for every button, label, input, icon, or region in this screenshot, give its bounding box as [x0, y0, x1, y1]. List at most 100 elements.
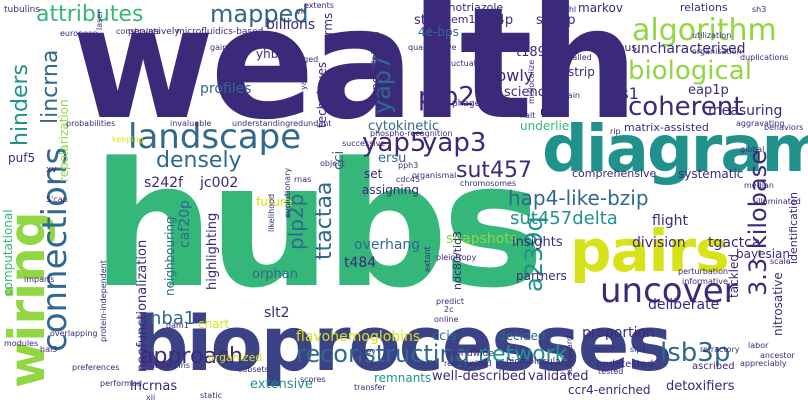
- word-tubulins: tubulins: [4, 5, 41, 15]
- word-aminotriazole: aminotriazole: [428, 1, 504, 14]
- word-pph3: pph3: [398, 161, 419, 170]
- word-repolarization: repolarization: [57, 99, 71, 182]
- word-pervasively: pervasively: [128, 27, 180, 37]
- word-nba1: nba1: [150, 308, 196, 329]
- word-scale: scale: [770, 257, 791, 266]
- word-5-cap: 5'cap: [46, 195, 68, 204]
- word-object: object: [320, 159, 345, 168]
- word-tagged: tagged: [290, 55, 319, 64]
- word-biological: biological: [628, 56, 752, 86]
- word-ascribed: ascribed: [692, 361, 735, 372]
- word-safeguard: safeguard: [565, 335, 574, 376]
- word-microfluidics-based: microfluidics-based: [176, 27, 264, 37]
- word-organismal: organismal: [412, 171, 457, 180]
- word-hinders: hinders: [8, 63, 33, 146]
- word-organized: organized: [208, 351, 263, 364]
- word-numerous: numerous: [582, 41, 638, 54]
- word-systematic: systematic: [678, 167, 744, 181]
- word-crms: crms: [321, 12, 335, 42]
- word-called: called: [568, 53, 592, 62]
- word-s242f: s242f: [144, 175, 183, 191]
- word-coherent: coherent: [628, 92, 744, 122]
- word-xi: xi: [472, 345, 479, 354]
- word-dam1: dam1: [166, 321, 189, 330]
- word-keeping: keeping: [112, 135, 144, 144]
- word-informative: informative: [682, 277, 728, 286]
- word-fluctuate: fluctuate: [446, 59, 482, 68]
- word-static: static: [200, 391, 222, 400]
- word-biomolecular: biomolecular: [506, 357, 565, 367]
- word-gained: gained: [210, 43, 238, 52]
- word-utilization: utilization: [692, 31, 732, 40]
- word-remnants: remnants: [374, 371, 432, 385]
- word-approach: approach: [140, 344, 243, 369]
- word-slt2: slt2: [264, 305, 290, 321]
- word-worldwide: worldwide: [448, 349, 494, 359]
- word-tgactca: tgactca: [708, 235, 761, 251]
- word-plp2: plp2: [418, 82, 475, 112]
- word-attributes: attributes: [36, 2, 144, 27]
- word-stfs: stfs: [414, 13, 438, 28]
- word-ttactaa: ttactaa: [312, 181, 337, 260]
- word-redundant: redundant: [290, 119, 332, 128]
- word-performed: performed: [100, 379, 142, 388]
- word-online: online: [434, 315, 459, 324]
- word-algorithm: algorithm: [632, 13, 777, 48]
- word-scores: scores: [300, 375, 326, 384]
- word-eap1p: eap1p: [688, 83, 729, 98]
- word-appreciably: appreciably: [740, 359, 787, 368]
- word-yhb1: yhb1: [256, 47, 286, 61]
- word-halt: halt: [520, 111, 536, 120]
- word-subsets: subsets: [238, 365, 269, 374]
- word-flavohemoglobins: flavohemoglobins: [296, 329, 421, 345]
- word-reorganized: reorganized: [444, 359, 492, 368]
- word-detoxifiers: detoxifiers: [666, 379, 735, 394]
- word-successive: successive: [342, 139, 386, 148]
- word-ccr4-enriched: ccr4-enriched: [568, 383, 651, 397]
- word-global: global: [740, 145, 765, 154]
- word-mislocalize: mislocalize: [527, 59, 536, 104]
- word-gis: gis: [250, 65, 266, 78]
- word-hap4-like-bzip: hap4-like-bzip: [508, 186, 649, 210]
- word-strip: strip: [568, 65, 595, 79]
- word-sip1: sip1: [630, 345, 647, 354]
- word-chart: chart: [198, 317, 230, 331]
- word-refractory: refractory: [700, 345, 740, 354]
- word-computational: computational: [1, 209, 15, 296]
- word-rip: rip: [610, 127, 621, 136]
- word-lowly: lowly: [492, 66, 534, 85]
- word-bem1: bem1: [444, 13, 476, 26]
- word-validated: validated: [528, 369, 589, 384]
- word-illuminated: illuminated: [756, 197, 801, 206]
- word-likelihood: likelihood: [267, 193, 276, 232]
- word-bioprocesses: bioprocesses: [134, 299, 673, 388]
- word-overlapping: overlapping: [50, 329, 98, 338]
- word-highlighting: highlighting: [205, 212, 220, 290]
- word-main: main: [560, 91, 580, 100]
- word-orphan: orphan: [252, 267, 298, 282]
- word-science: science: [504, 85, 553, 100]
- word-laser: laser: [95, 10, 104, 30]
- word-hal3: hal3: [40, 345, 58, 354]
- word-pairs: pairs: [570, 217, 730, 285]
- word-3.3-kilobase: 3.3-kilobase: [744, 150, 772, 296]
- word-neighbouring: neighbouring: [163, 216, 177, 296]
- word-ers1: ers1: [604, 84, 639, 103]
- word-comprehensive: comprehensive: [572, 167, 657, 180]
- word-predict: predict: [436, 297, 464, 306]
- word-assigning: assigning: [362, 183, 419, 197]
- word-flight: flight: [652, 213, 688, 229]
- word-phospho-recognition: phospho-recognition: [370, 129, 453, 138]
- word-bck2: bck2: [596, 345, 616, 354]
- word-proportion: proportion: [582, 325, 655, 341]
- word-matrix-assisted: matrix-assisted: [624, 121, 709, 134]
- word-ccis: ccis: [432, 329, 457, 344]
- word-uncharacterised: uncharacterised: [632, 41, 746, 57]
- word-landscape: landscape: [128, 117, 302, 157]
- word-2c: 2c: [444, 305, 454, 314]
- word-4e-bps: 4e-bps: [418, 25, 459, 39]
- word-lsb3p: lsb3p: [660, 338, 731, 368]
- word-sut457delta: sut457delta: [510, 208, 618, 229]
- word-xii: xii: [146, 393, 156, 402]
